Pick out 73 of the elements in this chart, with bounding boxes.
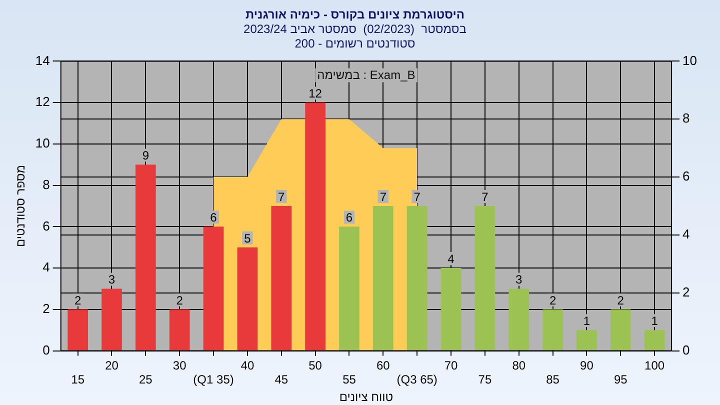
y-axis-title: מספר סטודנטים: [14, 164, 28, 248]
data-label: 7: [380, 190, 387, 204]
x-tick-label: 80: [512, 358, 526, 372]
x-tick-label: (Q3 65): [396, 372, 438, 387]
data-label: 4: [448, 252, 455, 266]
data-label: 7: [414, 190, 421, 204]
chart-title: היסטוגרמת ציונים בקורס - כימיה אורגנית: [246, 8, 464, 22]
y2-tick-label: 0: [682, 342, 690, 358]
bar: [68, 309, 88, 350]
bar: [136, 164, 156, 350]
bar: [169, 309, 190, 350]
data-label: 9: [142, 148, 150, 163]
y-tick-label: 12: [35, 94, 50, 110]
bar: [203, 226, 224, 350]
data-label: 2: [617, 293, 624, 308]
chart-subtitle: בסמסטר (02/2023) סמסטר אביב 2023/24 סטודנטים רשומים - 200: [244, 22, 466, 50]
x-tick-label: 75: [478, 372, 492, 387]
y-tick-label: 10: [35, 136, 50, 151]
x-tick-label: 70: [444, 358, 458, 372]
data-label: 5: [244, 231, 252, 246]
bar: [406, 206, 428, 350]
bar: [542, 309, 563, 350]
x-tick-label: 40: [240, 358, 254, 372]
bar: [610, 309, 631, 350]
y-tick-label: 8: [42, 176, 50, 192]
x-tick-label: 15: [71, 372, 85, 387]
y2-tick-label: 6: [682, 168, 690, 184]
y2-tick-label: 8: [682, 110, 690, 126]
data-label: 7: [278, 190, 286, 204]
data-label: 2: [176, 293, 184, 308]
bar: [508, 288, 530, 350]
x-tick-label: 90: [580, 358, 594, 372]
y-tick-label: 6: [42, 218, 50, 234]
y-tick-label: 4: [42, 260, 50, 275]
bar: [102, 288, 122, 350]
bar: [372, 206, 394, 350]
bar: [305, 102, 326, 350]
x-tick-label: 45: [274, 372, 288, 387]
data-label: 6: [210, 210, 218, 225]
x-tick-label: 50: [308, 358, 322, 372]
data-label: 7: [482, 190, 489, 204]
bar: [644, 330, 665, 350]
x-tick-label: 20: [105, 358, 119, 372]
data-label: 3: [516, 272, 523, 287]
y-tick-label: 0: [42, 342, 50, 358]
x-tick-label: 95: [614, 372, 628, 387]
x-axis-title: טווח ציונים: [339, 390, 394, 404]
x-tick-label: (Q1 35): [193, 372, 234, 387]
data-label: 12: [308, 86, 322, 101]
data-label: 3: [108, 272, 116, 287]
data-label: 1: [651, 314, 658, 328]
y2-tick-label: 10: [682, 52, 698, 68]
bar: [576, 330, 597, 350]
annotation: במשימה : Exam_B: [317, 68, 416, 82]
data-label: 2: [549, 293, 556, 308]
bar: [440, 268, 462, 350]
bar: [237, 247, 258, 350]
x-tick-label: 55: [342, 372, 356, 387]
bar: [271, 206, 292, 350]
y2-tick-label: 4: [682, 226, 690, 242]
bar: [474, 206, 496, 350]
data-label: 1: [583, 314, 590, 328]
y2-tick-label: 2: [682, 284, 690, 300]
data-label: 6: [346, 210, 353, 225]
x-tick-label: 25: [138, 372, 153, 387]
x-tick-label: 100: [644, 358, 665, 372]
y-tick-label: 14: [35, 52, 50, 68]
x-tick-label: 85: [546, 372, 560, 387]
y-tick-label: 2: [42, 301, 50, 316]
bar: [339, 226, 360, 350]
x-tick-label: 30: [172, 358, 187, 372]
data-label: 2: [74, 293, 82, 308]
x-tick-label: 60: [376, 358, 390, 372]
